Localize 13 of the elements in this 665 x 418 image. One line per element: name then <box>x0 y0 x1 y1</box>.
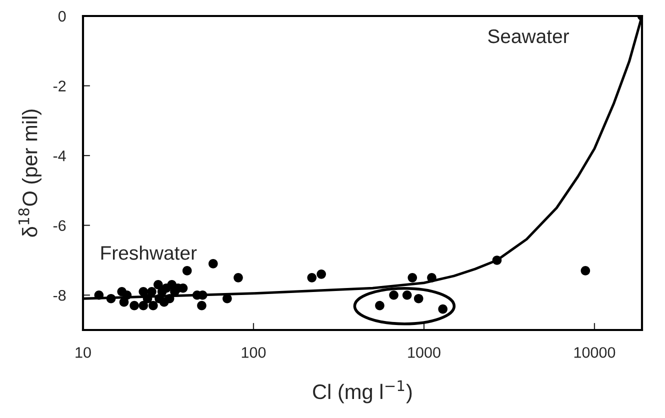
y-tick-label: 0 <box>58 10 66 22</box>
x-axis-title: Cl (mg l$^{−1}$) <box>313 380 412 404</box>
x-tick-label: 1000 <box>408 347 440 358</box>
y-tick-label: -8 <box>53 290 66 301</box>
x-tick-label: 10 <box>76 347 91 358</box>
y-tick-label: -2 <box>53 80 66 92</box>
y-tick-label: -6 <box>53 220 66 232</box>
y-tick-label: -4 <box>53 150 66 162</box>
y-axis-title: δ$^{18}$O (per mil) <box>18 110 42 237</box>
x-tick-label: 10000 <box>574 347 616 358</box>
annotation: Seawater <box>488 29 570 44</box>
x-tick-label: 100 <box>242 347 266 358</box>
annotation: Freshwater <box>101 246 197 260</box>
